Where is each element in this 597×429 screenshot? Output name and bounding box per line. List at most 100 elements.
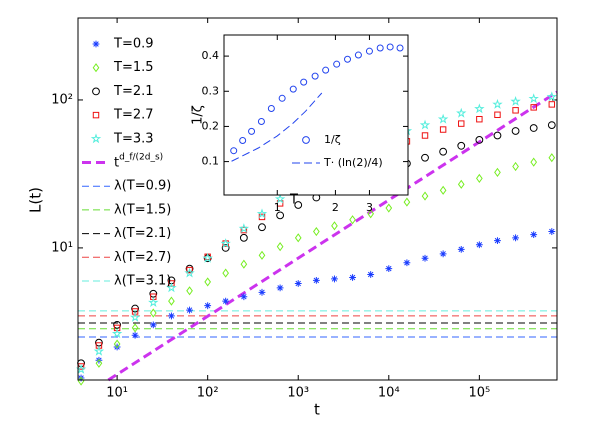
marker <box>168 296 175 306</box>
x-tick-label: 2 <box>332 201 339 214</box>
legend-label: T=2.1 <box>113 84 154 99</box>
marker <box>148 297 159 308</box>
y-tick-label: 0.4 <box>202 49 220 62</box>
y-axis-label: L(t) <box>27 187 45 213</box>
marker <box>278 94 286 102</box>
legend-label: λ(T=3.1) <box>114 274 171 289</box>
x-tick-label: 10¹ <box>106 386 128 401</box>
marker <box>220 238 231 248</box>
marker <box>186 306 193 314</box>
marker <box>475 241 483 249</box>
marker <box>419 119 431 130</box>
legend-label: T=2.7 <box>113 108 154 123</box>
marker <box>492 98 503 109</box>
marker <box>421 191 429 201</box>
x-tick-label: 10⁵ <box>468 386 490 401</box>
marker <box>439 147 448 156</box>
marker <box>168 312 175 320</box>
marker <box>476 115 483 123</box>
marker <box>367 271 375 278</box>
marker <box>90 133 102 144</box>
marker <box>349 274 356 281</box>
marker <box>92 87 100 96</box>
marker <box>202 252 213 263</box>
marker <box>439 185 447 195</box>
marker <box>289 85 297 93</box>
marker <box>294 280 302 287</box>
marker <box>93 345 105 356</box>
marker <box>331 275 338 283</box>
marker <box>276 242 284 252</box>
marker <box>421 254 429 262</box>
marker <box>257 118 265 126</box>
marker <box>294 233 302 243</box>
marker <box>186 286 193 296</box>
marker <box>548 228 556 235</box>
marker <box>294 201 303 209</box>
marker <box>276 284 284 292</box>
marker <box>385 203 393 213</box>
legend-label: T=3.3 <box>113 131 154 146</box>
marker <box>457 141 466 150</box>
frame <box>77 17 558 381</box>
y-tick-label: 0.2 <box>202 119 220 132</box>
marker <box>386 43 394 51</box>
fit-line <box>107 90 558 382</box>
marker <box>222 268 229 278</box>
legend-label: T=1.5 <box>113 60 154 75</box>
marker <box>204 277 212 287</box>
marker <box>530 104 537 111</box>
marker <box>475 136 484 144</box>
x-axis-label: T <box>289 193 298 208</box>
marker <box>457 246 465 253</box>
frame <box>223 34 409 196</box>
marker <box>185 264 194 273</box>
marker <box>385 265 393 273</box>
marker <box>396 44 404 52</box>
marker <box>331 221 338 231</box>
marker <box>168 280 175 287</box>
legend-label: λ(T=2.1) <box>114 226 171 241</box>
y-axis-label: 1/ζ <box>191 105 206 125</box>
marker <box>512 107 519 114</box>
marker <box>258 250 266 260</box>
marker <box>403 259 411 267</box>
legend-label-base: t <box>114 155 119 170</box>
marker <box>458 120 465 127</box>
marker <box>302 136 310 144</box>
marker <box>113 339 121 349</box>
y-tick-label: 0.3 <box>202 84 220 97</box>
marker <box>311 72 319 80</box>
marker <box>333 60 341 68</box>
marker <box>439 250 447 258</box>
marker <box>184 267 195 278</box>
y-tick-label: 0.1 <box>202 155 220 168</box>
marker <box>256 208 268 219</box>
marker <box>186 266 193 274</box>
plot-area <box>224 35 408 195</box>
marker <box>204 302 212 310</box>
marker <box>111 328 123 339</box>
marker <box>365 47 373 55</box>
marker <box>313 226 320 237</box>
y-tick-label: 10² <box>51 92 73 107</box>
marker <box>149 321 157 329</box>
marker <box>494 167 501 177</box>
marker <box>131 331 139 339</box>
legend-label-superscript: d_f/(2d_s) <box>119 152 163 162</box>
legend-label: td_f/(2d_s) <box>114 152 163 170</box>
marker <box>344 55 352 63</box>
fit-line <box>231 92 323 162</box>
x-tick-label: 1 <box>274 201 281 214</box>
marker <box>511 127 520 135</box>
marker <box>530 157 538 167</box>
marker <box>92 111 100 119</box>
marker <box>548 101 556 108</box>
marker <box>510 95 521 106</box>
marker <box>258 288 266 296</box>
legend-label: λ(T=1.5) <box>114 202 171 217</box>
x-tick-label: 10³ <box>287 386 309 401</box>
marker <box>421 153 429 162</box>
legend-label-base: T· (ln(2)/4) <box>323 156 383 169</box>
marker <box>528 93 539 104</box>
